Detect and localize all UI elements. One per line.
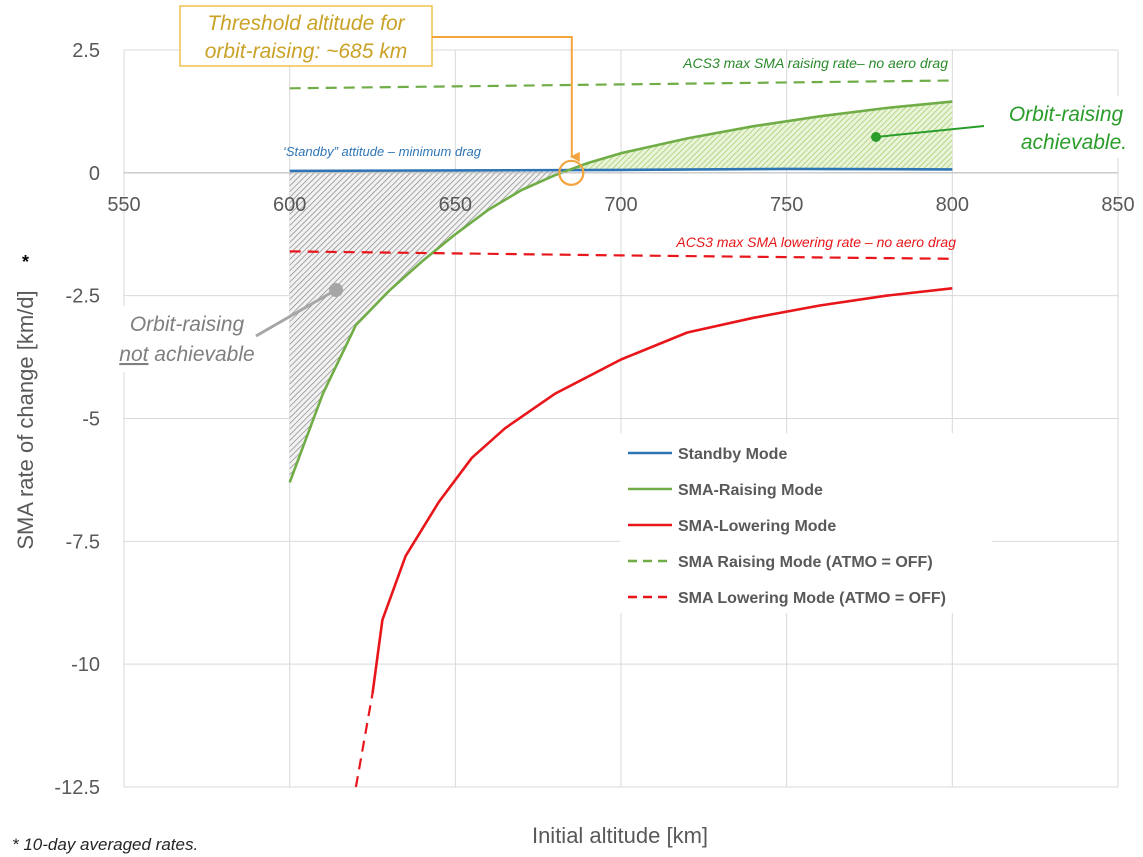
legend-bg	[620, 433, 992, 613]
achievable-pointer	[875, 125, 985, 138]
not-achievable-label-bg	[100, 306, 266, 372]
y-axis-title: SMA rate of change [km/d]	[13, 290, 38, 549]
series-line-sma-lowering-mode-extrapolated	[354, 693, 374, 788]
x-tick-label: 650	[439, 194, 472, 216]
series-line-sma-raising-mode-atmo-off	[289, 79, 953, 90]
achievable-label-line1: Orbit-raising	[1009, 103, 1124, 126]
x-tick-label: 850	[1101, 194, 1134, 216]
y-tick-label: 2.5	[72, 40, 100, 62]
acs3-lowering-note: ACS3 max SMA lowering rate – no aero dra…	[675, 234, 956, 250]
series-line-standby-mode	[289, 167, 953, 173]
threshold-callout-line2: orbit-raising: ~685 km	[205, 40, 408, 63]
shaded-regions	[289, 101, 953, 483]
threshold-callout-line1: Threshold altitude for	[207, 12, 405, 35]
series-line-sma-lowering-mode-atmo-off	[289, 250, 953, 260]
x-tick-label: 600	[273, 194, 306, 216]
achievable-label-line2: achievable.	[1021, 131, 1127, 154]
x-tick-label: 550	[107, 194, 140, 216]
annotations: Threshold altitude for orbit-raising: ~6…	[12, 5, 1140, 854]
legend-label: SMA-Lowering Mode	[678, 518, 836, 535]
standby-note: ‘Standby” attitude – minimum drag	[283, 144, 482, 159]
threshold-circle	[558, 159, 585, 186]
y-tick-label: -2.5	[66, 286, 100, 308]
acs3-raising-note: ACS3 max SMA raising rate– no aero drag	[682, 55, 948, 71]
x-tick-label: 750	[770, 194, 803, 216]
not-achievable-region	[289, 169, 572, 483]
x-tick-label: 700	[604, 194, 637, 216]
series-line-sma-lowering-mode	[371, 287, 953, 694]
y-tick-label: -5	[82, 409, 100, 431]
series-line-sma-raising-mode	[288, 100, 953, 483]
y-tick-label: -10	[71, 654, 100, 676]
y-tick-label: -7.5	[66, 531, 100, 553]
not-achievable-label-line2: not achievable	[119, 343, 254, 366]
threshold-arrow	[432, 36, 580, 162]
achievable-region	[571, 101, 953, 170]
x-axis-title: Initial altitude [km]	[532, 823, 708, 848]
legend-label: SMA Lowering Mode (ATMO = OFF)	[678, 590, 946, 607]
legend-label: SMA-Raising Mode	[678, 482, 823, 499]
not-achievable-rest: achievable	[148, 343, 254, 366]
y-tick-label: 0	[89, 163, 100, 185]
not-achievable-not-word: not	[119, 343, 149, 366]
x-tick-label: 800	[936, 194, 969, 216]
not-achievable-pointer-dot	[329, 283, 343, 297]
not-achievable-pointer	[255, 289, 335, 338]
series-lines	[288, 79, 953, 788]
not-achievable-label-line1: Orbit-raising	[130, 313, 245, 336]
y-tick-label: -12.5	[54, 777, 100, 799]
legend-label: SMA Raising Mode (ATMO = OFF)	[678, 554, 933, 571]
axes: 550 600 650 700 750 800 850 2.5 0 -2.5 -5 -7.5 -10 -1…	[54, 40, 1134, 799]
footnote: * 10-day averaged rates.	[12, 835, 198, 854]
y-axis-title-marker: *	[22, 252, 29, 272]
legend-label: Standby Mode	[678, 446, 787, 463]
achievable-pointer-dot	[871, 132, 881, 142]
legend: Standby Mode SMA-Raising Mode SMA-Lowering…	[628, 446, 946, 607]
achievable-label-bg	[958, 96, 1140, 158]
